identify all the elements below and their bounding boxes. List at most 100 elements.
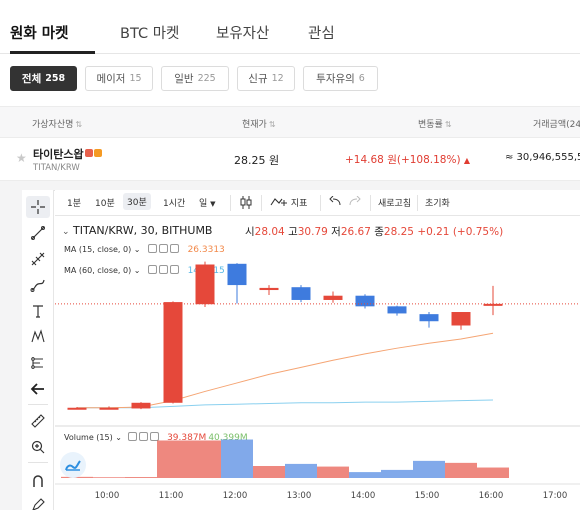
header-asset[interactable]: 가상자산명 ⇅ (32, 117, 82, 130)
chart-symbol-title: ⌄ TITAN/KRW, 30, BITHUMB (62, 224, 212, 237)
current-price: 28.25 원 (234, 154, 280, 167)
chart-toolbar: 1분 10분 30분 1시간 일 ▼ 지표 새로고침 초기화 (55, 190, 580, 216)
volume-bar (125, 477, 157, 478)
price-chart[interactable]: 10:00 11:00 12:00 13:00 14:00 15:00 16:00 17:00 (55, 216, 580, 510)
interval-day[interactable]: 일 ▼ (199, 196, 216, 209)
candle-body (451, 312, 471, 326)
brush-icon[interactable] (26, 274, 50, 296)
candle-type-icon[interactable] (239, 196, 253, 212)
up-arrow-icon: ▲ (463, 156, 471, 165)
remove-icon[interactable] (170, 244, 180, 253)
asset-ticker: TITAN/KRW (33, 163, 80, 173)
reset-button[interactable]: 초기화 (425, 199, 450, 209)
header-volume-label: 거래금액(24 (533, 120, 580, 130)
sort-icon: ⇅ (75, 120, 83, 129)
chevron-down-icon[interactable]: ⌄ (133, 245, 141, 254)
interval-10m[interactable]: 10분 (95, 199, 115, 209)
text-tool-icon[interactable] (26, 300, 50, 322)
candle-body (387, 306, 407, 314)
pattern-icon[interactable] (26, 326, 50, 348)
price-change-value: +14.68 원(+108.18%) (345, 154, 461, 166)
tab-holdings[interactable]: 보유자산 (216, 26, 270, 42)
filter-count: 258 (45, 73, 66, 84)
toolbar-divider (370, 195, 371, 211)
fib-retracement-icon[interactable] (26, 248, 50, 270)
chevron-down-icon[interactable]: ⌄ (133, 266, 141, 275)
trend-line-icon[interactable] (26, 222, 50, 244)
visibility-icon[interactable] (127, 432, 137, 441)
magnet-icon[interactable] (26, 470, 50, 492)
filter-label: 신규 (248, 73, 268, 85)
tab-btc-market[interactable]: BTC 마켓 (120, 26, 180, 42)
ma60-label: MA (60, close, 0) (64, 266, 132, 275)
visibility-icon[interactable] (148, 265, 158, 274)
pencil-icon[interactable] (26, 494, 50, 510)
header-price[interactable]: 현재가 ⇅ (242, 117, 276, 130)
volume-bar (157, 440, 189, 478)
asset-name-label: 타이탄스왑 (33, 148, 84, 161)
redo-icon[interactable] (349, 195, 361, 210)
drawing-toolbar (22, 190, 54, 510)
high-value: 30.79 (297, 226, 328, 238)
header-change[interactable]: 변동률 ⇅ (418, 117, 452, 130)
volume-legend: Volume (15) ⌄ 39.387M 40.399M (64, 432, 248, 443)
filter-count: 225 (197, 73, 216, 84)
filter-general[interactable]: 일반 225 (161, 66, 229, 91)
prediction-icon[interactable] (26, 352, 50, 374)
toolbar-divider (261, 195, 262, 211)
filter-major[interactable]: 메이저 15 (85, 66, 153, 91)
volume-bar (221, 439, 253, 478)
remove-icon[interactable] (170, 265, 180, 274)
market-tabs: 원화 마켓 BTC 마켓 보유자산 관심 (0, 0, 580, 54)
time-axis-label: 12:00 (223, 491, 248, 501)
candle-body (483, 303, 503, 306)
zoom-in-icon[interactable] (26, 436, 50, 458)
settings-icon[interactable] (138, 432, 148, 441)
back-arrow-icon[interactable] (26, 378, 50, 400)
undo-icon[interactable] (329, 195, 341, 210)
sort-icon: ⇅ (268, 120, 276, 129)
filter-count: 6 (358, 73, 365, 84)
interval-1m[interactable]: 1분 (67, 199, 82, 209)
ma15-label: MA (15, close, 0) (64, 245, 132, 254)
volume-bar (381, 469, 413, 478)
filter-caution[interactable]: 투자유의 6 (303, 66, 378, 91)
header-volume[interactable]: 거래금액(24 (533, 117, 580, 130)
time-axis-label: 11:00 (159, 491, 184, 501)
table-row[interactable]: ★ 타이탄스왑 TITAN/KRW 28.25 원 +14.68 원(+108.… (0, 139, 580, 181)
crosshair-icon[interactable] (26, 196, 50, 218)
settings-icon[interactable] (159, 265, 169, 274)
refresh-button[interactable]: 새로고침 (378, 199, 412, 209)
candle-body (67, 407, 87, 410)
time-axis-label: 10:00 (95, 491, 120, 501)
candle-body (227, 263, 247, 286)
volume-value-1: 39.387M (167, 433, 207, 443)
filter-new[interactable]: 신규 12 (237, 66, 295, 91)
visibility-icon[interactable] (148, 244, 158, 253)
remove-icon[interactable] (149, 432, 159, 441)
tab-krw-market[interactable]: 원화 마켓 (10, 26, 69, 42)
warning-badge-icon (84, 149, 93, 157)
filter-all[interactable]: 전체 258 (10, 66, 77, 91)
asset-name: 타이탄스왑 (33, 146, 102, 162)
tab-favorites[interactable]: 관심 (308, 26, 335, 42)
ruler-icon[interactable] (26, 410, 50, 432)
symbol-label: TITAN/KRW, 30, BITHUMB (73, 224, 213, 237)
time-axis-label: 13:00 (287, 491, 312, 501)
interval-1h[interactable]: 1시간 (163, 199, 186, 209)
star-icon[interactable]: ★ (16, 151, 27, 165)
chevron-down-icon[interactable]: ⌄ (115, 433, 122, 442)
filter-count: 15 (129, 73, 142, 84)
collapse-chevron-icon[interactable]: ⌄ (62, 227, 70, 237)
candle-body (195, 264, 215, 305)
time-axis-label: 14:00 (351, 491, 376, 501)
time-axis-label: 16:00 (479, 491, 504, 501)
close-label: 종 (374, 226, 384, 238)
candle-body (323, 295, 343, 300)
candle-body (131, 402, 151, 409)
volume-bar (413, 460, 445, 478)
settings-icon[interactable] (159, 244, 169, 253)
indicators-button[interactable]: 지표 (270, 196, 307, 209)
interval-30m[interactable]: 30분 (123, 193, 151, 210)
caution-badge-icon (93, 149, 102, 157)
